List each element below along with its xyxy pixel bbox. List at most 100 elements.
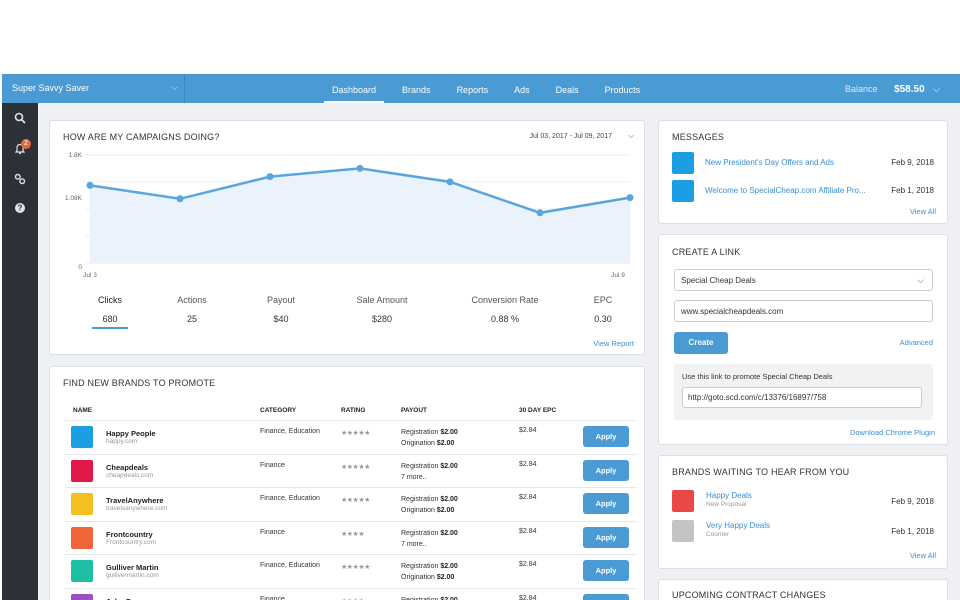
message-subject: New President's Day Offers and Ads — [705, 158, 834, 167]
stat-payout[interactable]: Payout $40 — [241, 295, 321, 324]
stat-clicks[interactable]: Clicks 680 — [70, 295, 150, 324]
account-switcher[interactable]: Super Savvy Saver ⌵ — [2, 74, 185, 103]
payout-type: 7 more.. — [401, 473, 427, 481]
messages-title: MESSAGES — [672, 132, 725, 142]
destination-url-input[interactable]: www.specialcheapdeals.com — [674, 300, 933, 322]
advanced-link[interactable]: Advanced — [899, 338, 933, 347]
find-brands-card: FIND NEW BRANDS TO PROMOTE NAME CATEGORY… — [49, 366, 645, 600]
brand-name[interactable]: Frontcountry — [106, 529, 153, 539]
tab-brands[interactable]: Brands — [402, 85, 431, 95]
icon-sidebar: 2 ? — [2, 103, 38, 600]
stat-label: Sale Amount — [356, 295, 408, 305]
brand-name[interactable]: Gulliver Martin — [106, 563, 159, 572]
notification-badge: 2 — [21, 139, 31, 149]
table-row: TravelAnywhere travelsanywhere.com Finance… — [65, 487, 637, 520]
waiting-brand-item[interactable]: Very Happy Deals Counter Feb 1, 2018 — [672, 520, 934, 544]
table-row: Frontcountry Frontcountry.com Finance ★★★★ R… — [65, 520, 637, 554]
data-point — [446, 178, 454, 186]
apply-button[interactable]: Apply — [583, 560, 629, 581]
y-tick-label: 1.08K — [65, 195, 83, 202]
tab-dashboard[interactable]: Dashboard — [324, 74, 385, 103]
brand-logo — [71, 493, 93, 515]
balance-menu[interactable]: Balance $58.50 ⌵ — [845, 84, 940, 95]
brand-category: Finance, Education — [260, 428, 320, 435]
payout-amount: $2.00 — [440, 429, 458, 436]
brand-logo — [71, 593, 93, 600]
apply-button[interactable]: Apply — [583, 493, 629, 514]
apply-button[interactable]: Apply — [583, 426, 629, 447]
payout-type: Registration — [401, 462, 439, 470]
table-row: Cheapdeals cheapdeals.com Finance ★★★★★ Regi… — [65, 453, 637, 487]
message-item[interactable]: New President's Day Offers and Ads Feb 9… — [672, 152, 934, 174]
apply-button[interactable]: Apply — [583, 593, 629, 600]
y-tick-label: 1.8K — [69, 152, 83, 159]
payout-type: Origination — [401, 440, 435, 447]
message-date: Feb 9, 2018 — [891, 158, 934, 167]
data-point — [266, 173, 274, 181]
svg-text:?: ? — [18, 204, 23, 213]
brand-name[interactable]: Cheapdeals — [106, 462, 149, 472]
brand-name[interactable]: John Doe — [106, 597, 140, 600]
balance-label: Balance — [845, 84, 878, 94]
brands-waiting-card: BRANDS WAITING TO HEAR FROM YOU Happy De… — [658, 455, 948, 569]
data-point — [86, 181, 94, 189]
brand-payout: Registration $2.00 — [401, 595, 458, 600]
help-icon[interactable]: ? — [12, 202, 28, 218]
top-nav-bar: Super Savvy Saver ⌵ Dashboard Brands Rep… — [2, 74, 960, 103]
brand-url: Frontcountry.com — [106, 538, 157, 546]
messages-view-all-link[interactable]: View All — [909, 207, 936, 216]
payout-type: Origination — [401, 574, 435, 581]
tab-deals[interactable]: Deals — [555, 85, 579, 95]
brand-logo — [672, 490, 694, 512]
view-report-link[interactable]: View Report — [593, 339, 634, 348]
brand-logo — [71, 459, 93, 482]
table-row: John Doe Finance ★★★★ Registration $2.00 $2… — [65, 587, 637, 600]
payout-amount: $2.00 — [440, 529, 458, 537]
apply-button[interactable]: Apply — [583, 459, 629, 481]
brand-select[interactable]: Special Cheap Deals ⌵ — [674, 269, 933, 291]
download-plugin-link[interactable]: Download Chrome Plugin — [849, 428, 935, 437]
bell-icon[interactable]: 2 — [12, 139, 31, 159]
tab-reports[interactable]: Reports — [456, 85, 489, 95]
message-avatar — [672, 180, 694, 202]
brand-date: Feb 1, 2018 — [891, 527, 934, 536]
tab-products[interactable]: Products — [604, 85, 641, 95]
stat-epc[interactable]: EPC 0.30 — [563, 295, 643, 324]
stat-conversion-rate[interactable]: Conversion Rate 0.88 % — [458, 295, 552, 324]
stat-value: $40 — [273, 314, 289, 324]
chevron-down-icon[interactable]: ⌵ — [627, 131, 634, 140]
message-item[interactable]: Welcome to SpecialCheap.com Affiliate Pr… — [672, 180, 934, 202]
chevron-down-icon: ⌵ — [917, 275, 924, 285]
stat-sale-amount[interactable]: Sale Amount $280 — [342, 295, 422, 324]
date-range-picker[interactable]: Jul 03, 2017 - Jul 09, 2017 — [529, 133, 612, 140]
stat-label: Conversion Rate — [471, 295, 539, 305]
waiting-brand-item[interactable]: Happy Deals New Proposal Feb 9, 2018 — [672, 490, 934, 514]
find-brands-title: FIND NEW BRANDS TO PROMOTE — [63, 378, 216, 388]
brand-name[interactable]: Happy People — [106, 429, 156, 438]
generated-link-label: Use this link to promote Special Cheap D… — [682, 372, 833, 381]
apply-button[interactable]: Apply — [583, 526, 629, 548]
payout-amount: $2.00 — [440, 563, 458, 570]
messages-card: MESSAGES New President's Day Offers and … — [658, 120, 948, 224]
waiting-view-all-link[interactable]: View All — [909, 551, 936, 560]
create-link-card: CREATE A LINK Special Cheap Deals ⌵ www.… — [658, 234, 948, 445]
brand-url: happy.com — [106, 438, 138, 445]
brand-logo — [71, 426, 93, 448]
brand-date: Feb 9, 2018 — [891, 497, 934, 506]
create-button[interactable]: Create — [674, 332, 728, 354]
tab-ads[interactable]: Ads — [514, 85, 530, 95]
upcoming-changes-title: UPCOMING CONTRACT CHANGES — [672, 590, 826, 600]
brand-logo — [71, 526, 93, 549]
data-point — [176, 195, 184, 203]
stat-value: 680 — [102, 314, 118, 324]
generated-link-field[interactable]: http://goto.scd.com/c/13376/16897/758 — [682, 387, 922, 408]
link-icon[interactable] — [12, 173, 28, 189]
brand-payout: Registration $2.00 7 more.. — [401, 528, 458, 550]
stat-label: Clicks — [98, 295, 122, 305]
stat-actions[interactable]: Actions 25 — [152, 295, 232, 324]
header-payout: PAYOUT — [401, 407, 428, 414]
search-icon[interactable] — [12, 112, 28, 128]
brand-status: New Proposal — [706, 501, 747, 508]
brand-name[interactable]: TravelAnywhere — [106, 496, 164, 505]
